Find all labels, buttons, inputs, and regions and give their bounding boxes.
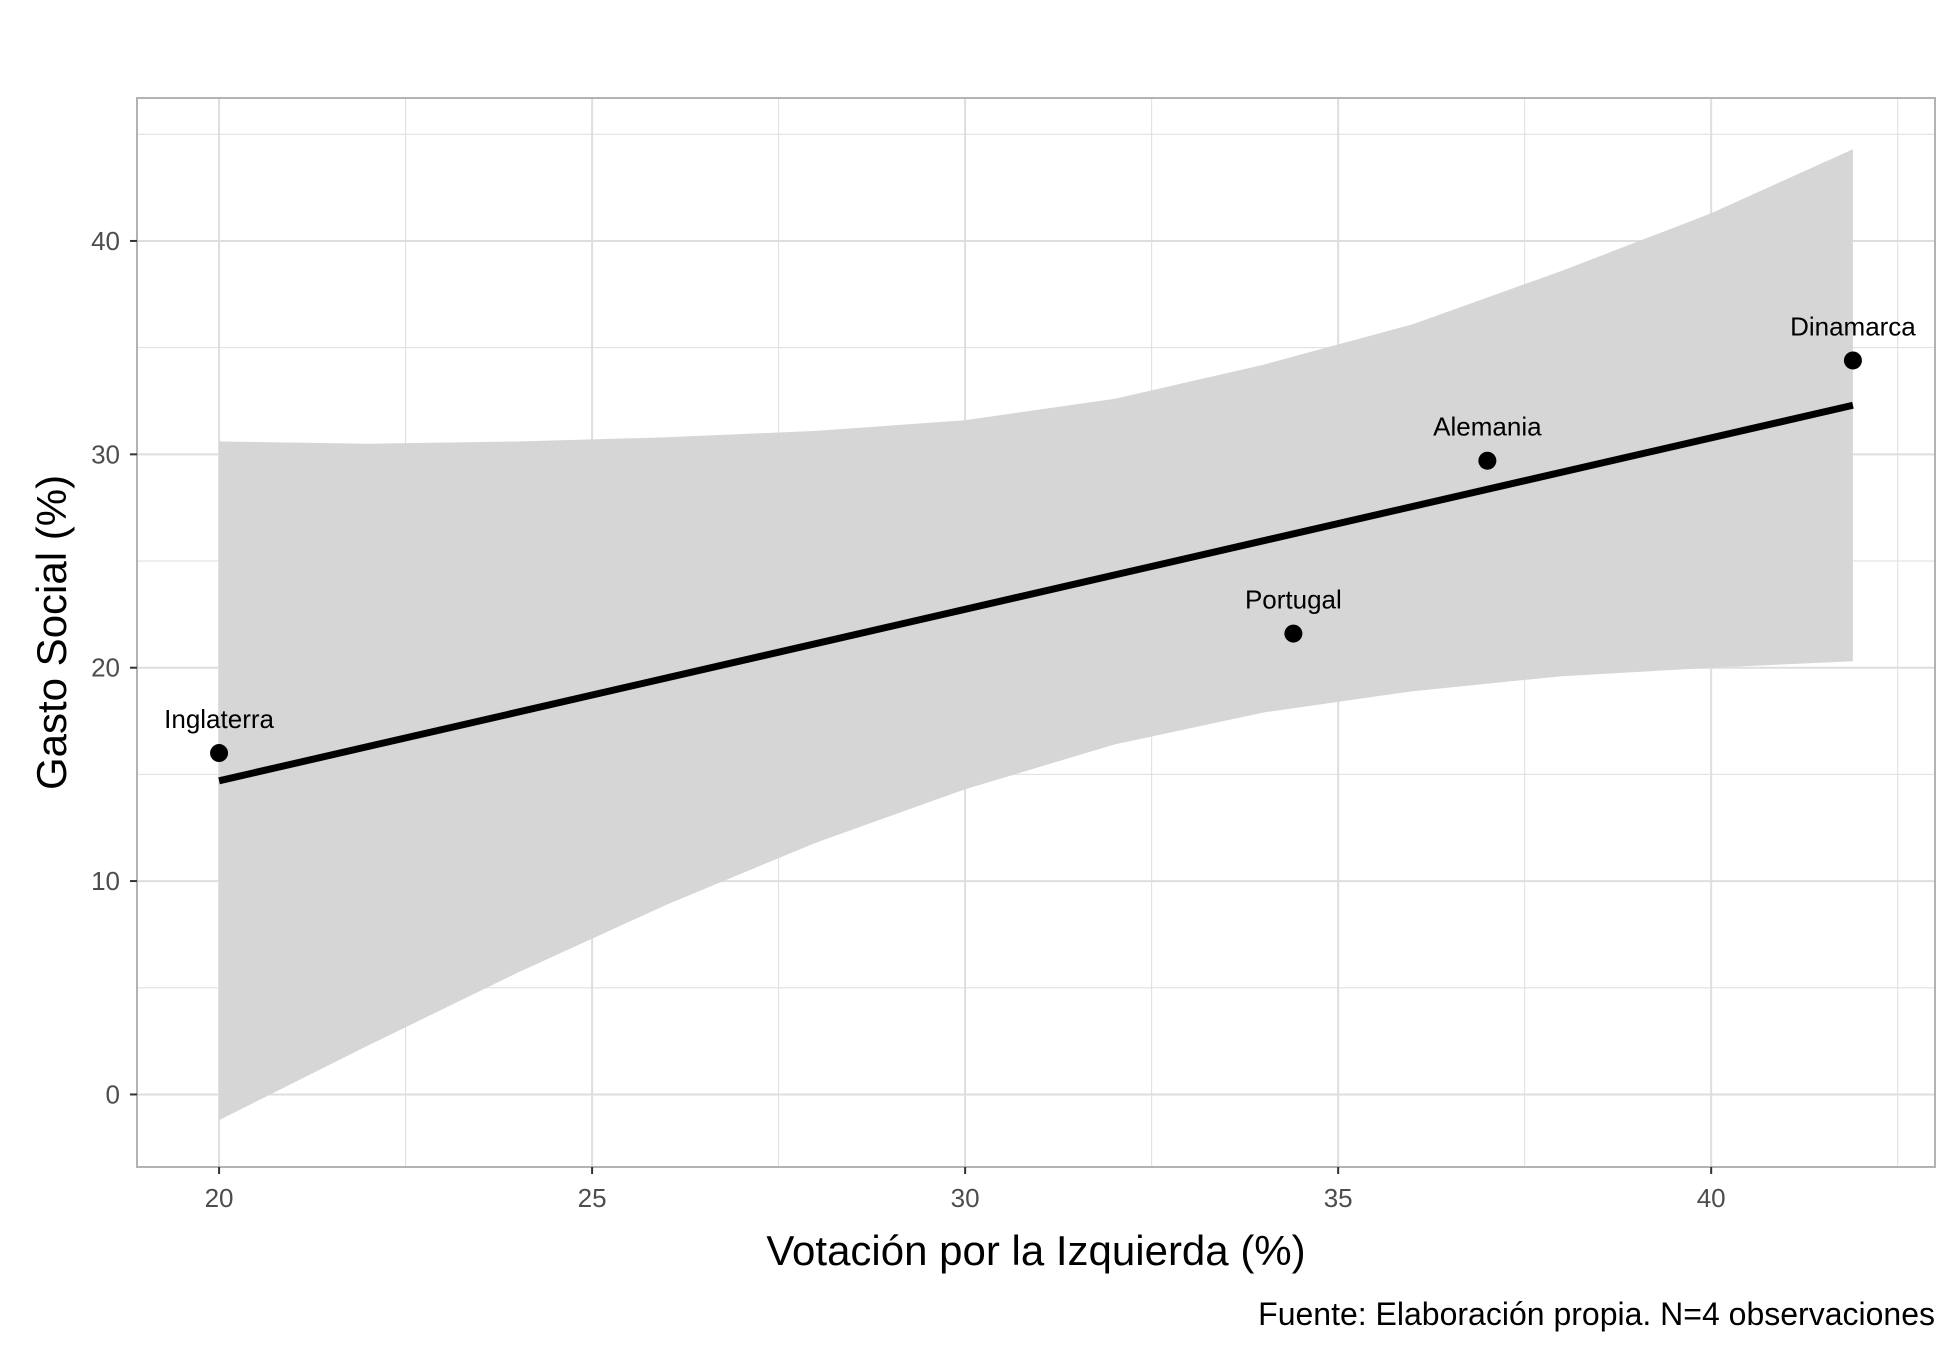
confidence-band-layer bbox=[219, 149, 1853, 1121]
confidence-band bbox=[219, 149, 1853, 1121]
data-point bbox=[210, 744, 229, 763]
x-axis-title: Votación por la Izquierda (%) bbox=[766, 1227, 1305, 1274]
y-tick-label: 30 bbox=[91, 439, 120, 469]
point-label: Alemania bbox=[1433, 412, 1542, 442]
regression-line bbox=[218, 401, 1854, 785]
x-tick-label: 40 bbox=[1697, 1183, 1726, 1213]
data-point bbox=[1284, 624, 1303, 643]
y-tick-label: 40 bbox=[91, 226, 120, 256]
x-tick-label: 20 bbox=[205, 1183, 234, 1213]
x-tick-label: 25 bbox=[578, 1183, 607, 1213]
data-point bbox=[1843, 351, 1862, 370]
data-points bbox=[210, 351, 1862, 763]
point-label: Portugal bbox=[1245, 585, 1342, 615]
y-axis-title: Gasto Social (%) bbox=[28, 475, 75, 790]
regression-line-layer bbox=[218, 401, 1854, 785]
panel-border bbox=[136, 97, 1936, 1168]
point-label: Dinamarca bbox=[1790, 311, 1916, 341]
point-labels: Inglaterra Portugal Alemania Dinamarca bbox=[164, 311, 1916, 734]
y-tick-label: 20 bbox=[91, 653, 120, 683]
y-tick-label: 0 bbox=[106, 1079, 120, 1109]
x-tick-label: 30 bbox=[951, 1183, 980, 1213]
y-tick-label: 10 bbox=[91, 866, 120, 896]
axes: 20 25 30 35 40 0 10 20 30 40 bbox=[91, 226, 1726, 1213]
chart-caption: Fuente: Elaboración propia. N=4 observac… bbox=[1258, 1296, 1935, 1332]
x-tick-label: 35 bbox=[1324, 1183, 1353, 1213]
data-point bbox=[1478, 451, 1497, 470]
point-label: Inglaterra bbox=[164, 704, 274, 734]
